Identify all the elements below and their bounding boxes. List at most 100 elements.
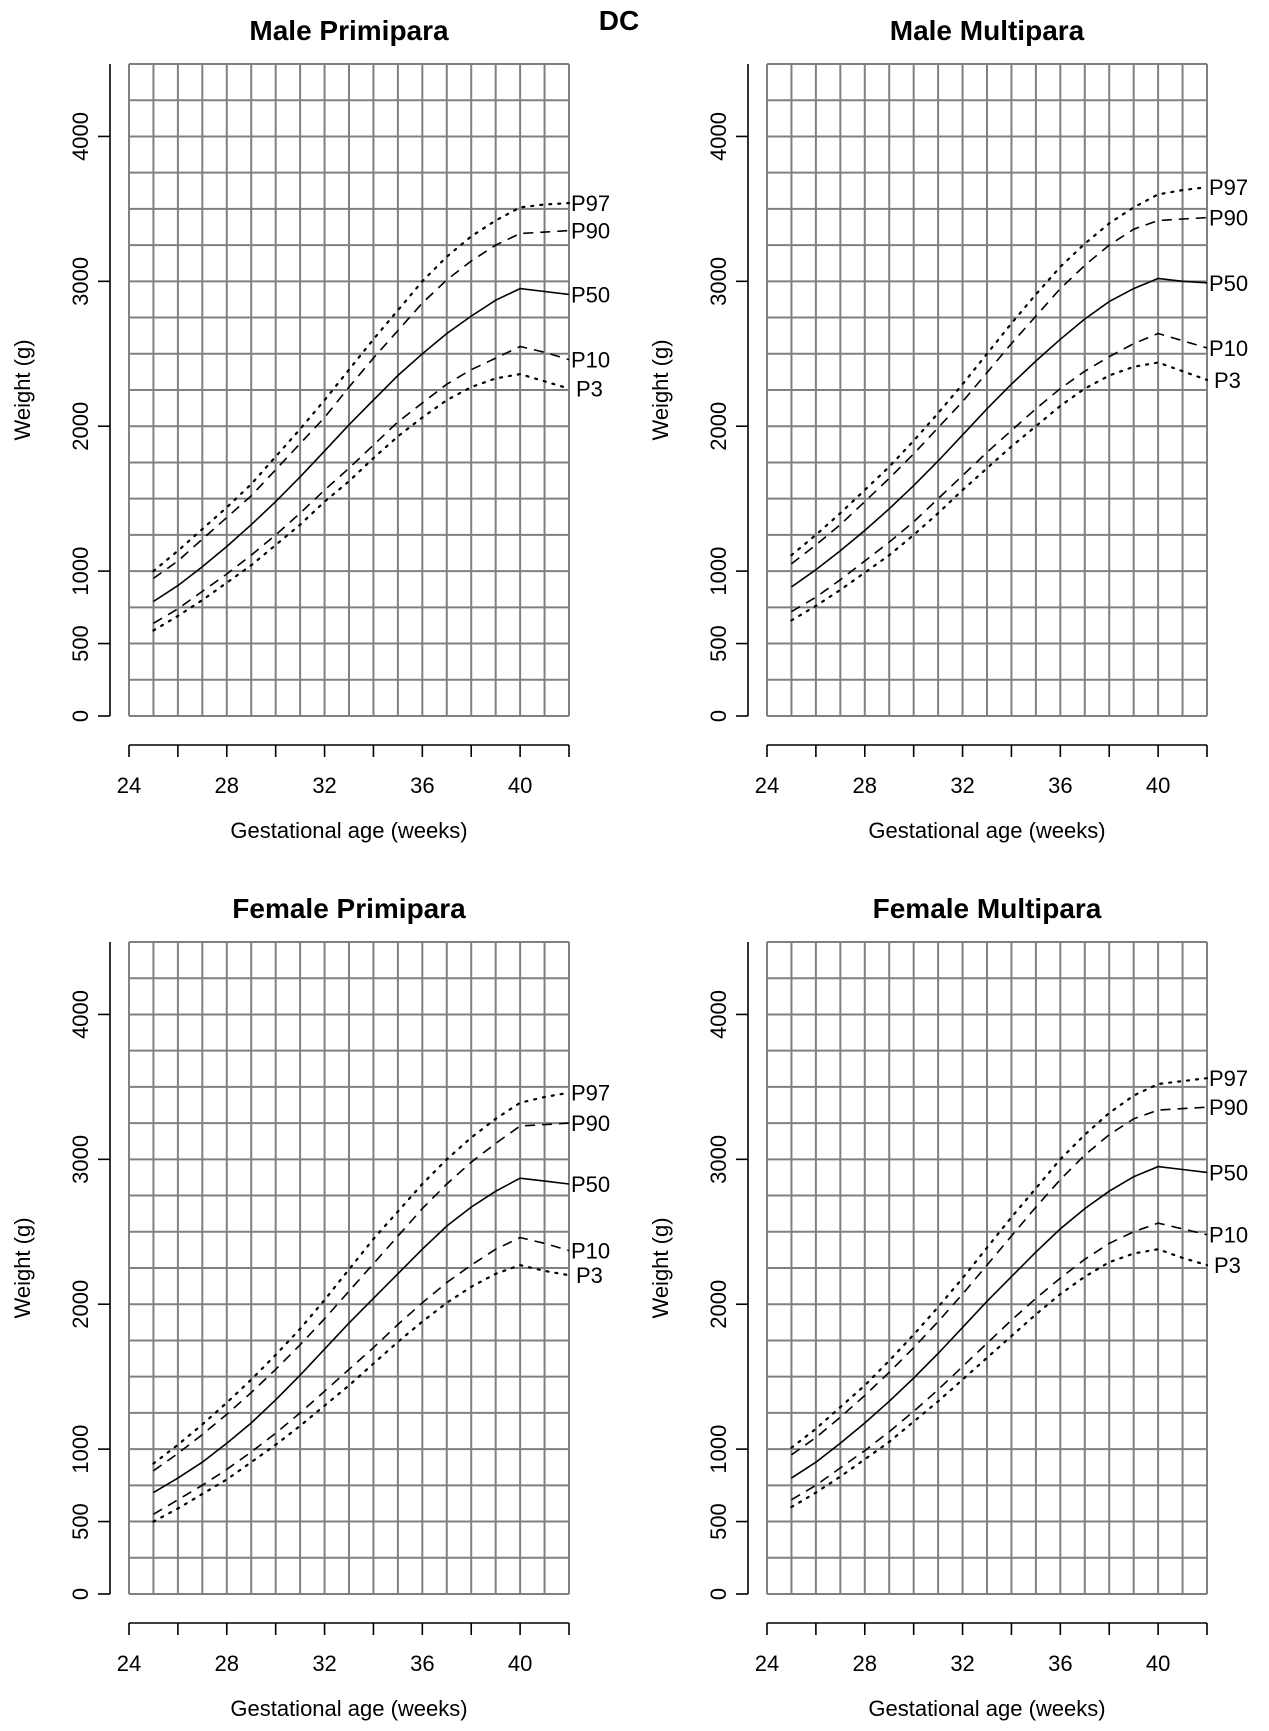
x-tick-label: 28 (215, 1651, 239, 1676)
x-axis-label: Gestational age (weeks) (868, 818, 1105, 843)
series-label-p90: P90 (571, 219, 610, 244)
x-axis-label: Gestational age (weeks) (868, 1696, 1105, 1721)
x-tick-label: 36 (410, 773, 434, 798)
series-line-p50 (790, 1165, 1208, 1479)
series-label-p97: P97 (571, 191, 610, 216)
y-tick-label: 4000 (706, 112, 731, 161)
y-tick-label: 1000 (706, 547, 731, 596)
y-tick-label: 3000 (68, 1135, 93, 1184)
grid (766, 63, 1208, 717)
y-tick-label: 3000 (68, 257, 93, 306)
series-line-p50 (152, 1177, 570, 1494)
y-tick-label: 4000 (68, 112, 93, 161)
x-axis-label: Gestational age (weeks) (230, 818, 467, 843)
y-axis-label: Weight (g) (648, 1217, 673, 1318)
x-tick-label: 40 (508, 773, 532, 798)
y-tick-label: 3000 (706, 257, 731, 306)
series-label-p50: P50 (571, 282, 610, 307)
series-line-p10 (790, 332, 1208, 613)
series-line-p3 (790, 361, 1209, 622)
x-tick-label: 40 (1146, 773, 1170, 798)
x-axis-label: Gestational age (weeks) (230, 1696, 467, 1721)
chart-panel: Male Primipara 0 500 1000 2000 3000 4000 Weight… (10, 15, 610, 843)
y-tick-label: 4000 (706, 990, 731, 1039)
grid (128, 941, 570, 1595)
series-label-p3: P3 (1214, 368, 1241, 393)
series-line-p10 (152, 1236, 570, 1515)
series-line-p97 (152, 202, 571, 573)
series-label-p50: P50 (1209, 271, 1248, 296)
y-tick-label: 2000 (68, 402, 93, 451)
y-tick-label: 2000 (706, 1280, 731, 1329)
series-line-p10 (152, 345, 570, 624)
series-label-p10: P10 (571, 1239, 610, 1264)
y-tick-label: 0 (68, 1588, 93, 1600)
series-label-p97: P97 (1209, 1066, 1248, 1091)
y-tick-label: 500 (68, 625, 93, 662)
y-tick-label: 500 (68, 1503, 93, 1540)
series-label-p3: P3 (1214, 1253, 1241, 1278)
x-tick-label: 32 (950, 773, 974, 798)
y-axis-label: Weight (g) (10, 1217, 35, 1318)
y-tick-label: 0 (706, 710, 731, 722)
series-line-p97 (790, 186, 1209, 557)
x-tick-label: 40 (508, 1651, 532, 1676)
x-tick-label: 36 (410, 1651, 434, 1676)
series-line-p90 (790, 1106, 1208, 1456)
chart-title: Female Primipara (232, 893, 466, 924)
chart-title: Male Primipara (249, 15, 449, 46)
series-line-p3 (790, 1248, 1209, 1509)
y-tick-label: 2000 (68, 1280, 93, 1329)
x-tick-label: 36 (1048, 773, 1072, 798)
series-label-p3: P3 (576, 1263, 603, 1288)
series-line-p50 (152, 287, 570, 603)
x-tick-label: 24 (755, 773, 779, 798)
y-axis-label: Weight (g) (10, 339, 35, 440)
x-tick-label: 36 (1048, 1651, 1072, 1676)
series-line-p97 (152, 1091, 571, 1465)
chart-title: Female Multipara (873, 893, 1102, 924)
chart-grid: Male Primipara05001000200030004000Weight… (10, 15, 1248, 1721)
x-tick-label: 28 (215, 773, 239, 798)
series-label-p97: P97 (1209, 175, 1248, 200)
y-tick-label: 0 (706, 1588, 731, 1600)
series-label-p3: P3 (576, 377, 603, 402)
series-label-p10: P10 (1209, 1223, 1248, 1248)
chart-panel: Female Primipara 0 500 1000 2000 3000 4000 Weig… (10, 893, 610, 1721)
grid (766, 941, 1208, 1595)
y-tick-label: 4000 (68, 990, 93, 1039)
series-line-p10 (790, 1222, 1208, 1501)
series-line-p90 (152, 1122, 570, 1472)
series-label-p10: P10 (571, 348, 610, 373)
series-line-p97 (790, 1077, 1209, 1449)
series-line-p90 (152, 229, 570, 580)
series-label-p97: P97 (571, 1081, 610, 1106)
series-label-p90: P90 (571, 1111, 610, 1136)
chart-title: Male Multipara (890, 15, 1085, 46)
x-tick-label: 24 (755, 1651, 779, 1676)
x-tick-label: 32 (950, 1651, 974, 1676)
y-tick-label: 1000 (706, 1425, 731, 1474)
series-label-p50: P50 (1209, 1160, 1248, 1185)
y-tick-label: 1000 (68, 547, 93, 596)
x-tick-label: 40 (1146, 1651, 1170, 1676)
y-tick-label: 3000 (706, 1135, 731, 1184)
y-tick-label: 0 (68, 710, 93, 722)
figure-label: DC (599, 5, 639, 36)
x-tick-label: 28 (853, 773, 877, 798)
x-tick-label: 24 (117, 1651, 141, 1676)
series-label-p10: P10 (1209, 336, 1248, 361)
series-label-p90: P90 (1209, 1095, 1248, 1120)
grid (128, 63, 570, 717)
x-tick-label: 28 (853, 1651, 877, 1676)
series-line-p90 (790, 216, 1208, 565)
x-tick-label: 24 (117, 773, 141, 798)
y-tick-label: 500 (706, 1503, 731, 1540)
chart-panel: Male Multipara 0 500 1000 2000 3000 4000 Weight… (648, 15, 1248, 843)
series-label-p50: P50 (571, 1172, 610, 1197)
series-label-p90: P90 (1209, 206, 1248, 231)
y-axis-label: Weight (g) (648, 339, 673, 440)
y-tick-label: 500 (706, 625, 731, 662)
x-tick-label: 32 (312, 1651, 336, 1676)
series-line-p3 (152, 372, 571, 632)
